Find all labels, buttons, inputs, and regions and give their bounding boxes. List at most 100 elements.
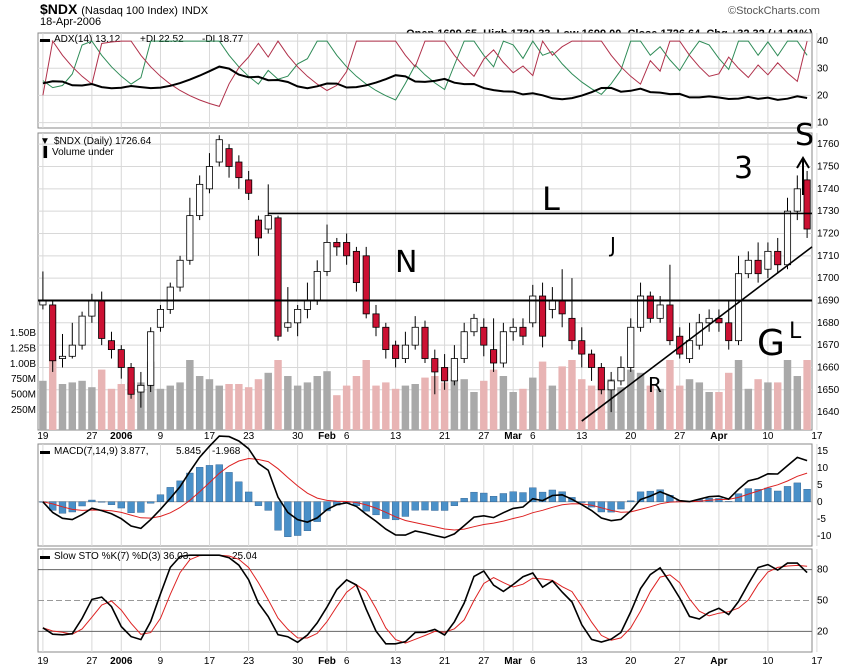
brand-label: ©StockCharts.com (728, 5, 820, 17)
date-label: 18-Apr-2006 (40, 16, 102, 28)
adx-swatch-icon: ▬ (40, 34, 50, 45)
candle-body (685, 340, 694, 359)
x-label: 17 (811, 431, 823, 442)
macd-hist-bar (529, 487, 537, 502)
candle-body (490, 349, 498, 364)
volume-bar (440, 382, 449, 430)
x-label: 13 (576, 431, 588, 442)
volume-bar (372, 385, 380, 430)
candle-body (343, 242, 351, 257)
candle-body (88, 300, 96, 317)
x-label: 23 (243, 656, 255, 667)
adx-label: ▬ ADX(14) 13.12 +DI 22.52 -DI 18.77 (40, 34, 244, 45)
volume-bar (146, 361, 155, 430)
volume-bar (352, 376, 361, 430)
volume-bar (156, 388, 165, 430)
candle-body (539, 295, 547, 337)
macd-label-text: MACD(7,14,9) 3.877, (54, 446, 149, 457)
volume-bar (68, 382, 77, 430)
candle-body (352, 250, 360, 284)
volume-bar (391, 388, 400, 430)
volume-bar (48, 360, 57, 430)
macd-line (42, 435, 808, 539)
annotation-r: R (648, 373, 662, 397)
volume-bar (186, 360, 194, 430)
volume-tick: 1.50B (10, 328, 36, 339)
annotation-n: N (395, 245, 417, 280)
price-tick: 1650 (817, 385, 840, 396)
candle-body (98, 300, 106, 339)
x-label: 27 (86, 431, 98, 442)
adx-tick: 30 (817, 63, 829, 74)
x-label: 6 (344, 656, 350, 667)
macd-hist-bar (391, 501, 400, 521)
arrow-up-icon (796, 156, 810, 195)
macd-hist-bar (323, 501, 331, 512)
candle-body (637, 295, 645, 328)
x-label: 19 (37, 431, 49, 442)
volume-bar (39, 380, 47, 430)
price-label: ▼ $NDX (Daily) 1726.64 ▐ Volume under (40, 136, 152, 159)
volume-label-text: Volume under (52, 147, 114, 158)
sto-tick: 20 (817, 626, 829, 637)
macd-hist-bar (470, 491, 478, 502)
macd-hist-bar (196, 467, 204, 503)
annotation-l2: L (789, 319, 802, 344)
macd-hist-bar (127, 501, 135, 513)
adx-tick: 40 (817, 36, 829, 47)
volume-bar (754, 379, 762, 430)
volume-bar (617, 387, 625, 430)
x-label: 27 (674, 656, 686, 667)
candle-body (382, 326, 390, 351)
x-label: 6 (530, 431, 536, 442)
macd-hist-bar (774, 490, 782, 503)
macd-hist-bar (558, 491, 566, 502)
candle-body (460, 331, 468, 359)
candle-icon: ▼ (40, 136, 50, 147)
candle-body (264, 215, 272, 230)
candle-body (421, 326, 429, 359)
macd-signal-label: 5.845, (176, 446, 204, 457)
adx-label-text: ADX(14) 13.12 (54, 34, 121, 45)
macd-hist-bar (107, 501, 116, 505)
candle-body (588, 353, 596, 368)
volume-bar (127, 382, 135, 430)
volume-bar (773, 382, 782, 430)
macd-hist-bar (147, 501, 155, 504)
volume-bar (215, 385, 223, 430)
macd-tick: -10 (817, 531, 832, 542)
candle-body (646, 295, 654, 319)
candle-body (754, 259, 762, 275)
volume-bar (97, 369, 106, 430)
macd-hist-bar (803, 489, 811, 502)
volume-bar (793, 376, 802, 430)
macd-tick: 10 (817, 463, 829, 474)
volume-bar (225, 384, 233, 430)
candle-body (411, 326, 419, 346)
symbol-title: $NDX (Nasdaq 100 Index) INDX (40, 1, 208, 17)
symbol: $NDX (40, 1, 78, 17)
macd-hist-bar (225, 472, 233, 502)
volume-bar (636, 372, 645, 430)
candle-body (166, 286, 174, 310)
volume-bar (78, 380, 86, 430)
volume-tick: 1.00B (10, 359, 36, 370)
candle-body (617, 367, 625, 382)
volume-bar (568, 360, 576, 430)
x-label: 13 (390, 656, 402, 667)
macd-hist-bar (245, 491, 253, 503)
x-label: Apr (710, 431, 727, 442)
volume-bar (382, 382, 390, 430)
candle-body (774, 250, 782, 266)
candle-body (725, 322, 733, 342)
volume-bar (313, 376, 321, 430)
macd-hist-bar (49, 501, 57, 511)
macd-tick: 0 (817, 497, 823, 508)
volume-bar (362, 360, 370, 430)
macd-hist-bar (117, 501, 125, 509)
volume-bar (254, 379, 263, 430)
candle-body (186, 215, 194, 261)
candle-body (235, 161, 243, 179)
volume-bar (411, 384, 419, 430)
price-tick: 1700 (817, 273, 840, 284)
